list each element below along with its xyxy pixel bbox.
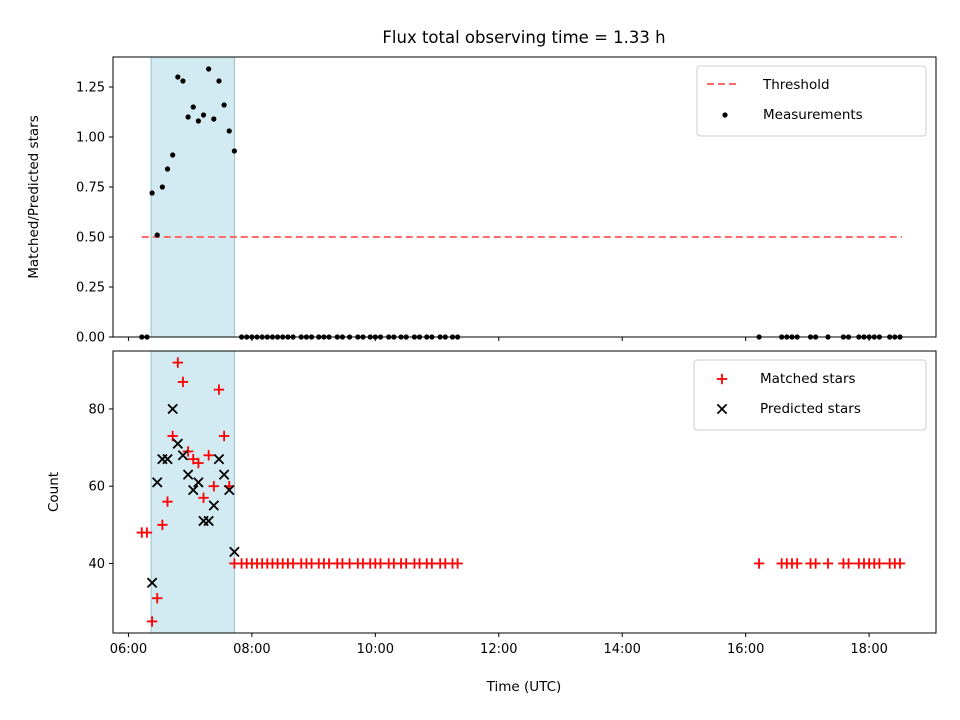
y-tick-label: 0.00	[76, 331, 105, 346]
predicted-stars-point-1	[151, 477, 163, 488]
legend-item: Matched stars	[716, 371, 856, 387]
y-tick-label: 60	[88, 480, 105, 495]
legend-item: Measurements	[722, 107, 863, 123]
y-tick-label: 0.25	[76, 281, 105, 296]
matched-stars-point-55	[452, 558, 463, 569]
measurements-point-16	[221, 102, 227, 108]
matched-stars-point-14	[208, 481, 220, 492]
legend-label: Predicted stars	[760, 401, 861, 417]
x-tick-label: 14:00	[603, 642, 640, 657]
matched-stars-point-2	[146, 616, 158, 627]
top-panel: 0.00 0.25 0.50 0.75 1.00 1.25 Matched/Predicte…	[26, 56, 937, 346]
x-tick-label: 16:00	[727, 642, 764, 657]
matched-stars-point-70	[874, 558, 885, 569]
y-axis-label: Count	[46, 472, 62, 512]
legend-swatch	[716, 403, 728, 415]
observing-span	[150, 350, 235, 634]
measurements-point-10	[190, 104, 196, 110]
matched-stars-point-1	[141, 527, 153, 538]
measurements-point-3	[154, 232, 160, 238]
predicted-stars-point-15	[224, 484, 235, 496]
chart-title: Flux total observing time = 1.33 h	[382, 28, 665, 47]
y-tick-label: 0.75	[76, 181, 105, 196]
predicted-stars-point-12	[208, 500, 220, 511]
matched-stars-point-5	[162, 496, 173, 507]
predicted-stars-point-16	[229, 546, 240, 558]
y-tick-label: 80	[88, 402, 105, 417]
y-axis-label: Matched/Predicted stars	[26, 115, 42, 278]
measurements-point-14	[211, 116, 217, 122]
matched-stars-point-6	[167, 430, 178, 442]
predicted-stars-point-5	[172, 438, 184, 449]
predicted-stars-point-13	[213, 453, 225, 465]
matched-stars-point-63	[822, 558, 834, 569]
predicted-stars-point-8	[188, 484, 199, 496]
bottom-panel: 40 60 80 Count 06:00 08:00 10:00 12:00 14:00 16:0…	[46, 350, 937, 657]
predicted-stars-point-3	[162, 453, 173, 465]
predicted-stars-point-6	[177, 450, 189, 461]
matched-stars-point-56	[753, 558, 765, 569]
matched-stars-point-11	[193, 457, 204, 469]
measurements-point-8	[180, 78, 186, 84]
x-tick-label: 06:00	[110, 642, 147, 657]
x-tick-label: 18:00	[850, 642, 887, 657]
measurements-point-17	[226, 128, 232, 134]
predicted-stars-point-9	[193, 477, 204, 488]
measurements-point-15	[216, 78, 222, 84]
matched-stars-point-12	[198, 492, 209, 503]
observing-span	[150, 56, 235, 338]
measurements-point-2	[149, 190, 155, 196]
legend: Threshold Measurements	[696, 65, 927, 137]
x-tick-label: 10:00	[357, 642, 394, 657]
measurements-point-12	[200, 112, 207, 118]
measurements-point-4	[159, 184, 165, 190]
measurements-point-11	[195, 118, 201, 124]
measurements-point-6	[170, 152, 176, 158]
matched-stars-point-60	[791, 558, 803, 569]
legend-label: Measurements	[763, 107, 863, 123]
predicted-stars-point-14	[218, 469, 230, 480]
y-tick-label: 0.50	[76, 231, 105, 246]
measurements-point-5	[164, 166, 171, 172]
measurements-point-18	[231, 148, 237, 154]
matched-stars-point-7	[172, 357, 184, 368]
measurements-point-13	[206, 66, 212, 72]
legend-swatch	[716, 373, 728, 385]
measurements-point-7	[175, 74, 181, 80]
x-tick-label: 08:00	[233, 642, 270, 657]
measurements-point-9	[185, 114, 191, 120]
legend-box	[693, 359, 927, 431]
predicted-stars-point-11	[203, 515, 214, 527]
y-tick-label: 40	[88, 557, 105, 572]
x-tick-label: 12:00	[480, 642, 517, 657]
y-tick-label: 1.25	[76, 81, 105, 96]
axes-frame	[112, 56, 937, 338]
matched-stars-point-8	[177, 376, 189, 388]
matched-stars-point-3	[152, 593, 163, 604]
legend-label: Threshold	[762, 77, 830, 93]
matched-stars-point-65	[843, 558, 854, 569]
matched-stars-point-13	[203, 450, 214, 461]
x-axis-label: Time (UTC)	[486, 679, 562, 695]
legend: Matched stars Predicted stars	[693, 359, 927, 431]
legend-item: Threshold	[707, 77, 830, 93]
matched-stars-point-73	[894, 558, 906, 569]
legend-swatch	[722, 112, 728, 118]
matched-stars-point-15	[213, 384, 225, 395]
legend-item: Predicted stars	[716, 401, 861, 417]
predicted-stars-point-4	[167, 403, 178, 415]
predicted-stars-point-7	[182, 469, 194, 480]
matched-stars-point-62	[810, 558, 821, 569]
y-tick-label: 1.00	[76, 131, 105, 146]
matched-stars-point-4	[157, 519, 168, 531]
matched-stars-point-9	[182, 446, 194, 457]
predicted-stars-point-0	[146, 577, 158, 589]
axes-frame	[112, 350, 937, 634]
matched-stars-point-16	[218, 430, 230, 442]
legend-label: Matched stars	[760, 371, 856, 387]
legend-box	[696, 65, 927, 137]
